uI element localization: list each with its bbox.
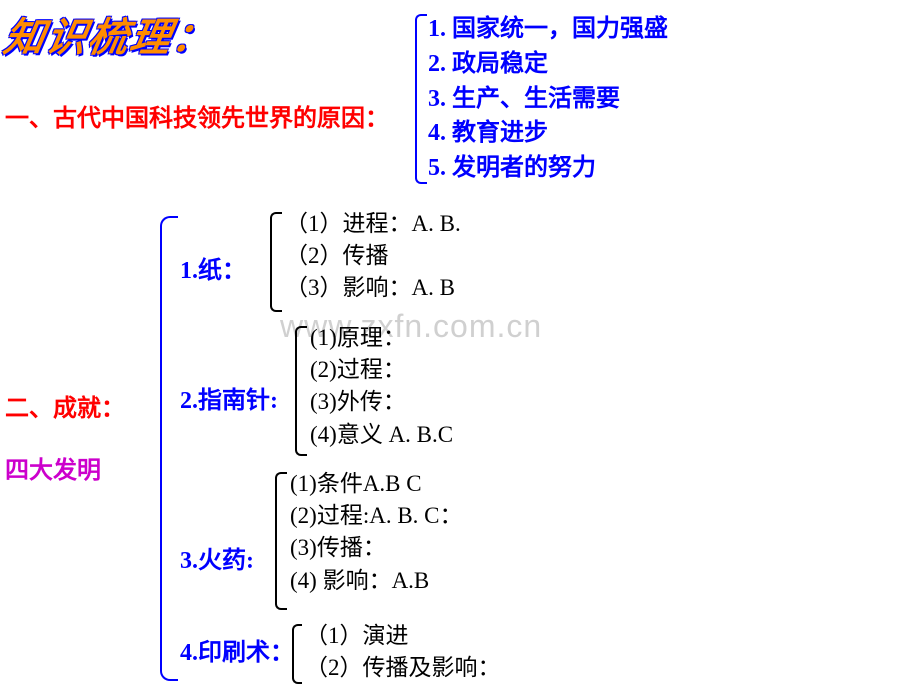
invention-paper-label: 1.纸：: [180, 250, 246, 285]
list-item: (1)原理：: [310, 322, 453, 354]
section1-list: 1. 国家统一，国力强盛 2. 政局稳定 3. 生产、生活需要 4. 教育进步 …: [428, 12, 668, 186]
list-item: (2)过程：: [310, 354, 453, 386]
bracket-icon: [270, 212, 282, 312]
bracket-icon: [295, 326, 307, 456]
list-item: （1）演进: [305, 620, 501, 652]
list-item: （2）传播: [285, 240, 461, 272]
invention-gunpowder-label: 3.火药:: [180, 540, 254, 575]
section2-heading: 二、成就：: [5, 388, 125, 423]
invention-compass-label: 2.指南针:: [180, 380, 278, 415]
invention-paper-items: （1）进程：A. B. （2）传播 （3）影响：A. B: [285, 208, 461, 305]
list-item: (1)条件A.B C: [290, 468, 463, 500]
bracket-icon: [415, 14, 427, 184]
bracket-icon: [292, 624, 302, 684]
list-item: 3. 生产、生活需要: [428, 82, 668, 117]
section2-subheading: 四大发明: [5, 450, 101, 485]
list-item: (3)传播：: [290, 532, 463, 564]
list-item: 1. 国家统一，国力强盛: [428, 12, 668, 47]
invention-gunpowder-items: (1)条件A.B C (2)过程:A. B. C： (3)传播： (4) 影响：…: [290, 468, 463, 597]
list-item: （1）进程：A. B.: [285, 208, 461, 240]
list-item: 2. 政局稳定: [428, 47, 668, 82]
list-item: （3）影响：A. B: [285, 272, 461, 304]
list-item: (2)过程:A. B. C：: [290, 500, 463, 532]
list-item: （2）传播及影响：: [305, 652, 501, 684]
list-item: (4) 影响：A.B: [290, 565, 463, 597]
list-item: 4. 教育进步: [428, 116, 668, 151]
bracket-icon: [275, 472, 287, 610]
list-item: 5. 发明者的努力: [428, 151, 668, 186]
invention-compass-items: (1)原理： (2)过程： (3)外传： (4)意义 A. B.C: [310, 322, 453, 451]
page-title: 知识梳理：: [0, 5, 220, 63]
section1-heading: 一、古代中国科技领先世界的原因：: [5, 98, 389, 133]
list-item: (3)外传：: [310, 386, 453, 418]
list-item: (4)意义 A. B.C: [310, 419, 453, 451]
invention-printing-items: （1）演进 （2）传播及影响：: [305, 620, 501, 684]
invention-printing-label: 4.印刷术：: [180, 632, 294, 667]
bracket-icon: [160, 216, 178, 681]
